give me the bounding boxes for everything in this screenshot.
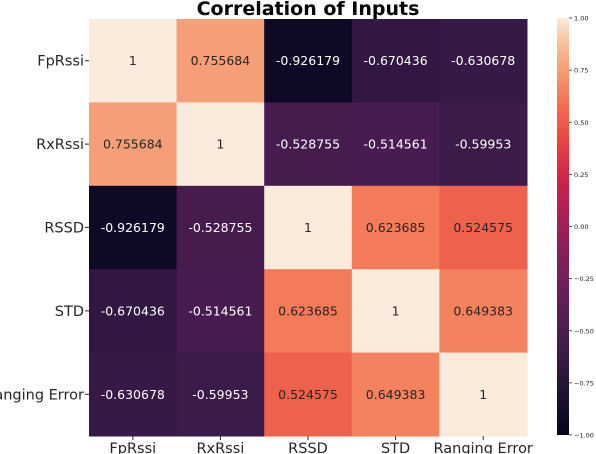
heatmap-cell bbox=[176, 185, 265, 270]
heatmap-cell bbox=[89, 269, 178, 354]
cell-value-label: 0.755684 bbox=[191, 53, 251, 68]
cell-value-label: -0.670436 bbox=[364, 53, 428, 68]
heatmap-cell bbox=[176, 19, 265, 103]
heatmap-cell bbox=[264, 269, 353, 354]
heatmap-cell bbox=[176, 269, 265, 354]
cell-value-label: -0.630678 bbox=[101, 387, 165, 402]
x-tick-label: RxRssi bbox=[196, 441, 244, 454]
cell-value-label: -0.514561 bbox=[364, 137, 428, 152]
heatmap-cell bbox=[176, 352, 265, 437]
cell-value-label: -0.630678 bbox=[451, 53, 515, 68]
x-tick-label: STD bbox=[381, 441, 410, 454]
cell-value-label: 0.623685 bbox=[278, 303, 338, 318]
cell-value-label: 1 bbox=[216, 137, 224, 152]
colorbar-tick-label: 0.00 bbox=[574, 223, 588, 231]
colorbar-tick-label: −0.25 bbox=[574, 275, 594, 283]
cell-value-label: -0.59953 bbox=[192, 387, 248, 402]
y-tick-label: RSSD bbox=[44, 221, 84, 237]
y-tick-label: FpRssi bbox=[37, 54, 84, 70]
y-tick-label: RxRssi bbox=[36, 137, 84, 153]
heatmap-cell bbox=[176, 102, 265, 187]
heatmap-cell bbox=[351, 102, 440, 187]
cell-value-label: -0.926179 bbox=[101, 220, 165, 235]
cell-value-label: -0.670436 bbox=[101, 303, 165, 318]
cell-value-label: -0.528755 bbox=[188, 220, 252, 235]
heatmap-cell bbox=[351, 269, 440, 354]
colorbar-tick-label: 0.75 bbox=[574, 67, 588, 75]
cell-value-label: 0.524575 bbox=[278, 387, 338, 402]
cell-value-label: 1 bbox=[479, 387, 487, 402]
cell-value-label: 1 bbox=[129, 53, 137, 68]
x-tick-label: FpRssi bbox=[109, 441, 156, 454]
heatmap-cell bbox=[89, 352, 178, 437]
cell-value-label: -0.514561 bbox=[188, 303, 252, 318]
chart-title: Correlation of Inputs bbox=[197, 0, 420, 20]
x-tick-label: Ranging Error bbox=[433, 441, 532, 454]
colorbar-tick-label: −0.50 bbox=[574, 327, 594, 335]
heatmap-cell bbox=[264, 102, 353, 187]
heatmap-cell bbox=[89, 185, 178, 270]
heatmap-cell bbox=[264, 19, 353, 103]
heatmap-cell bbox=[439, 269, 528, 354]
cell-value-label: 0.649383 bbox=[453, 303, 513, 318]
heatmap-cell bbox=[264, 352, 353, 437]
cell-value-label: 0.649383 bbox=[366, 387, 426, 402]
y-tick-label: Ranging Error bbox=[0, 387, 84, 403]
colorbar-tick-label: 1.00 bbox=[574, 15, 588, 23]
colorbar-tick-label: −0.75 bbox=[574, 379, 594, 387]
cell-value-label: 0.524575 bbox=[453, 220, 513, 235]
colorbar-tick-label: −1.00 bbox=[574, 432, 594, 440]
colorbar-tick-label: 0.25 bbox=[574, 171, 588, 179]
cell-value-label: 0.755684 bbox=[103, 137, 163, 152]
cell-value-label: -0.59953 bbox=[455, 137, 511, 152]
cell-value-label: 1 bbox=[304, 220, 312, 235]
cell-value-label: 0.623685 bbox=[366, 220, 426, 235]
heatmap-cell bbox=[351, 19, 440, 103]
heatmap-cell bbox=[439, 102, 528, 187]
heatmap-cell bbox=[439, 352, 528, 437]
heatmap-cell bbox=[351, 352, 440, 437]
cell-value-label: 1 bbox=[392, 303, 400, 318]
heatmap-cell bbox=[89, 102, 178, 187]
heatmap-cell bbox=[439, 185, 528, 270]
cell-value-label: -0.528755 bbox=[276, 137, 340, 152]
x-tick-label: RSSD bbox=[288, 441, 328, 454]
heatmap-cell bbox=[89, 19, 178, 103]
heatmap-cell bbox=[264, 185, 353, 270]
heatmap-cell bbox=[351, 185, 440, 270]
colorbar-tick-label: 0.50 bbox=[574, 119, 588, 127]
colorbar bbox=[557, 18, 569, 435]
heatmap-cell bbox=[439, 19, 528, 103]
y-tick-label: STD bbox=[55, 304, 84, 320]
cell-value-label: -0.926179 bbox=[276, 53, 340, 68]
